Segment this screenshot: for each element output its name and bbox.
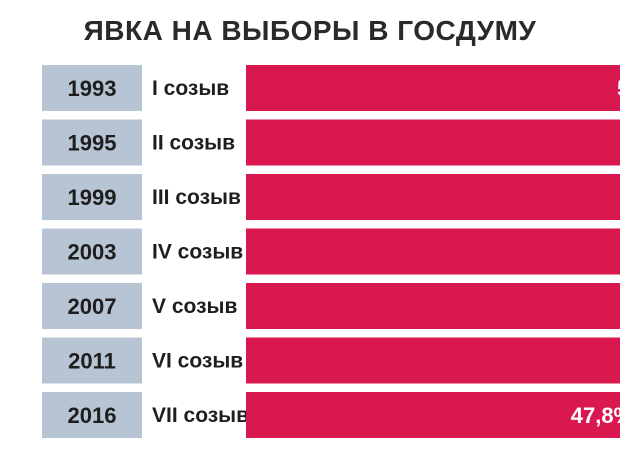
data-label: 54,81%	[617, 76, 620, 101]
convocation-label: IV созыв	[152, 241, 243, 264]
year-box	[42, 174, 142, 220]
convocation-label: I созыв	[152, 77, 229, 100]
chart-title: ЯВКА НА ВЫБОРЫ В ГОСДУМУ	[84, 15, 537, 46]
year-label: 2011	[68, 349, 116, 374]
year-label: 2003	[68, 240, 117, 265]
bar	[246, 65, 620, 111]
year-box	[42, 228, 142, 275]
convocation-label: VI созыв	[152, 350, 243, 373]
bar	[246, 392, 620, 438]
year-box	[42, 119, 142, 166]
convocation-label: V созыв	[152, 295, 237, 318]
convocation-label: II созыв	[152, 132, 235, 155]
year-label: 2007	[68, 294, 117, 319]
year-label: 2016	[68, 403, 117, 428]
year-label: 1999	[68, 185, 117, 210]
year-box	[42, 283, 142, 329]
year-box	[42, 337, 142, 384]
bar	[246, 228, 620, 275]
year-label: 1995	[68, 131, 117, 156]
bar	[246, 119, 620, 166]
convocation-label: VII созыв	[152, 404, 249, 427]
bar	[246, 283, 620, 329]
bar	[246, 174, 620, 220]
year-box	[42, 65, 142, 111]
year-label: 1993	[68, 76, 117, 101]
bar-row: 1993 I созыв 54,81%	[42, 65, 620, 111]
year-box	[42, 392, 142, 438]
convocation-label: III созыв	[152, 186, 241, 209]
bar	[246, 337, 620, 384]
data-label: 47,8%	[571, 403, 620, 428]
bar-row: 2016 VII созыв 47,8%	[42, 392, 620, 438]
